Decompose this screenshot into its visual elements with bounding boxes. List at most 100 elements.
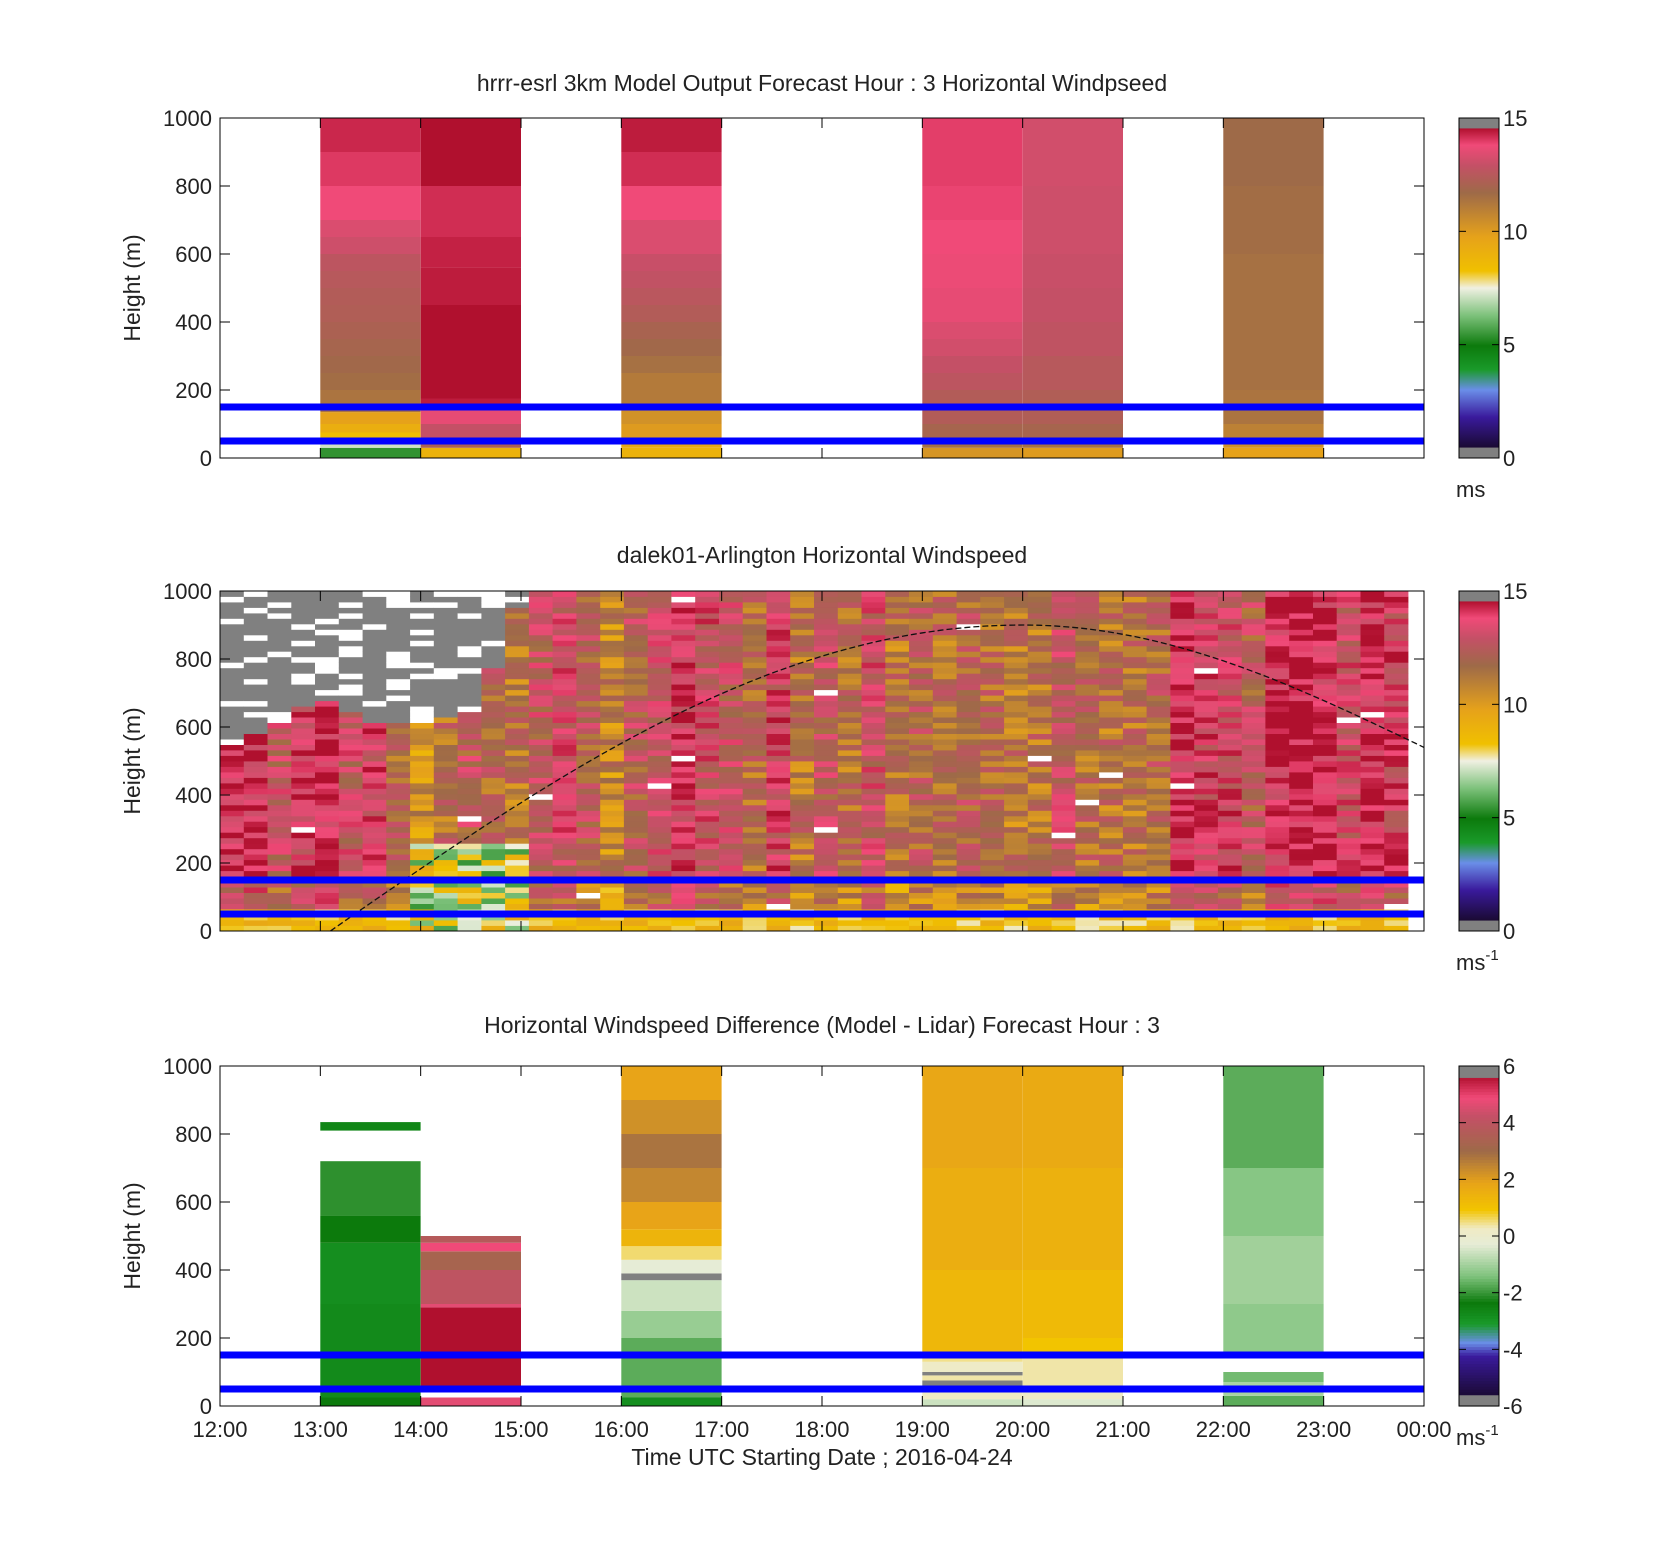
lidar-cell — [1194, 881, 1219, 888]
lidar-cell — [576, 623, 601, 630]
colorbar-segment — [1459, 1292, 1499, 1297]
lidar-cell — [932, 684, 957, 691]
lidar-cell — [1027, 777, 1052, 784]
lidar-cell — [1146, 843, 1171, 850]
lidar-cell — [1146, 673, 1171, 680]
lidar-cell — [528, 826, 554, 833]
colorbar-segment — [1459, 1068, 1499, 1073]
lidar-cell — [576, 870, 601, 877]
colorbar-segment — [1459, 1278, 1499, 1282]
lidar-cell — [315, 772, 340, 778]
lidar-cell — [457, 777, 482, 784]
lidar-cell — [671, 673, 696, 680]
lidar-cell — [362, 733, 387, 740]
model-cell — [922, 424, 1023, 438]
lidar-cell — [315, 667, 340, 674]
lidar-cell — [457, 848, 482, 855]
lidar-cell — [1265, 618, 1290, 625]
lidar-cell — [837, 865, 862, 872]
difference-cell — [621, 1246, 722, 1260]
lidar-cell — [1146, 629, 1171, 636]
lidar-cell — [1336, 656, 1361, 663]
lidar-cell — [885, 799, 910, 806]
lidar-cell — [1384, 832, 1409, 839]
lidar-cell — [1217, 662, 1243, 669]
lidar-cell — [576, 695, 601, 702]
lidar-cell — [457, 728, 482, 734]
lidar-cell — [1170, 865, 1195, 872]
lidar-cell — [386, 695, 411, 702]
lidar-cell — [600, 892, 625, 899]
lidar-cell — [1384, 618, 1409, 625]
lidar-cell — [790, 815, 815, 822]
lidar-cell — [932, 761, 957, 767]
lidar-cell — [243, 804, 268, 811]
colorbar-segment — [1459, 1142, 1499, 1146]
lidar-cell — [1265, 651, 1290, 658]
lidar-cell — [1099, 684, 1124, 691]
lidar-cell — [814, 782, 839, 789]
lidar-cell — [647, 777, 672, 784]
lidar-cell — [909, 903, 934, 910]
lidar-cell — [932, 612, 957, 619]
lidar-cell — [1360, 837, 1385, 844]
lidar-cell — [386, 640, 411, 647]
panel-lidar: dalek01-Arlington Horizontal Windspeed 0… — [119, 542, 1527, 975]
lidar-cell — [315, 602, 340, 608]
lidar-cell — [386, 607, 411, 614]
lidar-cell — [647, 662, 672, 669]
lidar-cell — [576, 689, 601, 696]
lidar-cell — [1099, 739, 1124, 745]
lidar-cell — [647, 837, 672, 844]
lidar-cell — [623, 832, 649, 839]
lidar-cell — [1265, 815, 1290, 822]
lidar-cell — [719, 859, 744, 866]
lidar-cell — [1313, 750, 1338, 756]
lidar-cell — [1004, 744, 1029, 751]
lidar-cell — [1075, 706, 1100, 713]
lidar-cell — [315, 722, 340, 729]
lidar-cell — [1241, 689, 1266, 696]
lidar-cell — [1265, 645, 1290, 652]
lidar-cell — [1384, 837, 1409, 844]
lidar-cell — [814, 881, 839, 888]
lidar-cell — [1170, 717, 1195, 723]
lidar-cell — [1217, 892, 1243, 899]
lidar-cell — [600, 739, 625, 745]
lidar-cell — [766, 623, 791, 630]
lidar-cell — [243, 596, 268, 603]
lidar-cell — [647, 706, 672, 713]
lidar-cell — [386, 870, 411, 877]
lidar-cell — [576, 596, 601, 603]
model-cell — [621, 186, 722, 220]
lidar-cell — [647, 711, 672, 718]
lidar-cell — [1146, 706, 1171, 713]
lidar-cell — [814, 920, 839, 926]
lidar-cell — [505, 843, 530, 850]
lidar-cell — [291, 815, 316, 822]
model-cell — [621, 410, 722, 424]
lidar-cell — [1075, 591, 1100, 597]
lidar-cell — [1336, 711, 1361, 718]
lidar-cell — [766, 881, 791, 888]
lidar-cell — [1289, 865, 1314, 872]
lidar-cell — [1099, 673, 1124, 680]
lidar-cell — [1336, 821, 1361, 828]
lidar-cell — [457, 695, 482, 702]
lidar-cell — [481, 750, 506, 756]
lidar-cell — [766, 744, 791, 751]
colorbar-segment — [1459, 1340, 1499, 1345]
lidar-cell — [837, 887, 862, 893]
lidar-cell — [980, 755, 1005, 762]
lidar-cell — [552, 629, 577, 636]
lidar-cell — [837, 782, 862, 789]
lidar-cell — [267, 651, 292, 658]
lidar-cell — [980, 634, 1005, 641]
lidar-cell — [742, 870, 767, 877]
lidar-cell — [837, 656, 862, 663]
colorbar-segment — [1459, 1397, 1499, 1401]
lidar-cell — [671, 843, 696, 850]
lidar-cell — [433, 887, 458, 893]
lidar-cell — [315, 596, 340, 603]
lidar-cell — [1122, 810, 1148, 817]
